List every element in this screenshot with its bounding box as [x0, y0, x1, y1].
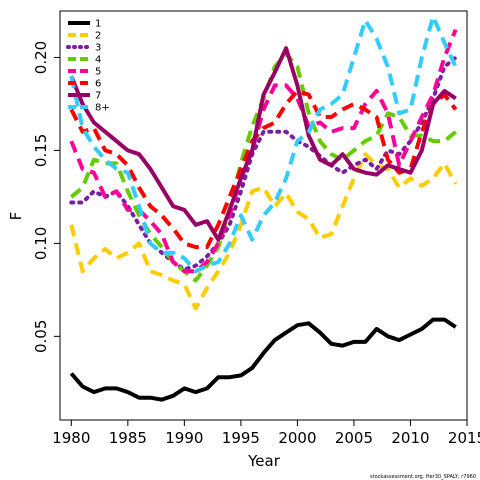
legend-label-5: 6: [95, 79, 101, 90]
x-tick-label-6: 2010: [391, 429, 429, 447]
x-axis: 1980 1985 1990 1995 2000 2005 2010 2015: [52, 420, 480, 447]
x-tick-label-4: 2000: [278, 429, 316, 447]
series-line-2: [69, 55, 458, 272]
series-layer: [69, 14, 458, 402]
legend-label-6: 7: [95, 91, 101, 102]
legend-label-4: 5: [95, 67, 101, 78]
x-tick-label-5: 2005: [335, 429, 373, 447]
series-line-6: [69, 46, 457, 242]
legend-label-7: 8+: [95, 103, 110, 114]
x-tick-label-0: 1980: [52, 429, 90, 447]
x-axis-title: Year: [247, 452, 281, 470]
series-line-5: [69, 88, 458, 250]
y-axis-title: F: [7, 212, 25, 221]
x-tick-label-1: 1985: [109, 429, 147, 447]
credit-text: stockassessment.org, Her30_SPALY, r7960: [370, 474, 476, 480]
y-tick-label-2: 0.15: [32, 134, 50, 167]
legend-label-3: 4: [95, 55, 101, 66]
y-axis: 0.05 0.10 0.15 0.20: [32, 41, 60, 353]
y-tick-label-1: 0.10: [32, 227, 50, 260]
x-tick-label-2: 1990: [165, 429, 203, 447]
legend-label-0: 1: [95, 19, 101, 30]
series-line-0: [69, 317, 457, 402]
series-line-7: [69, 14, 458, 274]
series-line-1: [69, 152, 458, 311]
legend-label-1: 2: [95, 31, 101, 42]
series-line-4: [69, 28, 458, 274]
legend-label-2: 3: [95, 43, 101, 54]
x-tick-label-3: 1995: [222, 429, 260, 447]
y-tick-label-3: 0.20: [32, 41, 50, 74]
plot-frame: [59, 10, 468, 421]
y-tick-label-0: 0.05: [32, 320, 50, 353]
x-tick-label-7: 2015: [448, 429, 480, 447]
